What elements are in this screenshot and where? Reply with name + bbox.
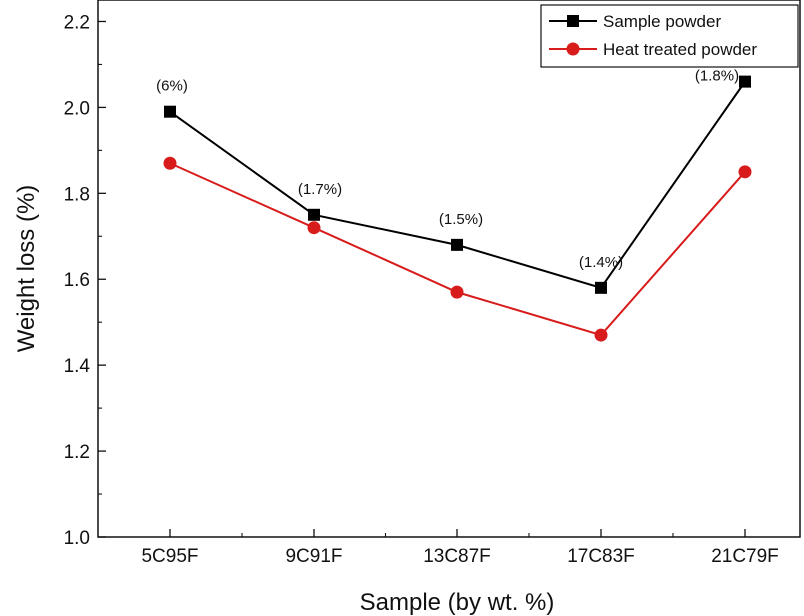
x-tick-label: 5C95F [141, 546, 198, 567]
data-point-heat-treated-powder [307, 221, 321, 235]
legend-marker-circle-icon [566, 42, 580, 56]
legend-box [540, 4, 799, 68]
data-point-heat-treated-powder [163, 156, 177, 170]
data-point-sample-powder [595, 281, 607, 294]
y-axis-title: Weight loss (%) [13, 185, 40, 353]
y-tick-label: 2.2 [64, 12, 90, 33]
data-annotation: (1.7%) [298, 181, 342, 198]
x-axis: 5C95F 9C91F 13C87F 17C83F 21C79F [141, 529, 779, 567]
data-point-heat-treated-powder [738, 165, 752, 179]
y-tick-label: 1.8 [64, 184, 90, 205]
data-point-heat-treated-powder [594, 328, 608, 342]
y-axis: 1.0 1.2 1.4 1.6 1.8 2.0 2.2 [64, 12, 106, 549]
annotation-layer: (6%) (1.7%) (1.5%) (1.4%) (1.8%) [156, 68, 739, 271]
x-tick-label: 17C83F [567, 546, 635, 567]
legend: Sample powder Heat treated powder [540, 4, 799, 68]
y-tick-label: 1.4 [64, 356, 91, 377]
y-tick-label: 1.6 [64, 270, 90, 291]
x-tick-label: 9C91F [285, 546, 342, 567]
data-point-sample-powder [451, 238, 463, 251]
legend-item-heat-treated-powder: Heat treated powder [549, 40, 757, 59]
data-annotation: (1.4%) [579, 254, 623, 271]
y-tick-label: 1.2 [64, 442, 90, 463]
data-point-heat-treated-powder [450, 285, 464, 299]
data-point-sample-powder [164, 105, 176, 118]
plot-frame [97, 0, 801, 538]
data-annotation: (6%) [156, 78, 188, 95]
data-annotation: (1.5%) [439, 211, 483, 228]
y-tick-label: 2.0 [64, 98, 90, 119]
data-point-sample-powder [739, 75, 751, 88]
y-tick-label: 1.0 [64, 528, 90, 549]
legend-label-heat-treated-powder: Heat treated powder [603, 40, 757, 59]
x-axis-title: Sample (by wt. %) [360, 589, 555, 616]
legend-marker-square-icon [567, 15, 579, 27]
data-point-sample-powder [308, 208, 320, 221]
legend-item-sample-powder: Sample powder [549, 12, 721, 31]
legend-label-sample-powder: Sample powder [603, 12, 721, 31]
series-line-sample-powder [169, 81, 746, 289]
data-annotation: (1.8%) [695, 68, 739, 85]
x-tick-label: 13C87F [423, 546, 491, 567]
x-tick-label: 21C79F [711, 546, 779, 567]
series-layer [163, 75, 752, 342]
